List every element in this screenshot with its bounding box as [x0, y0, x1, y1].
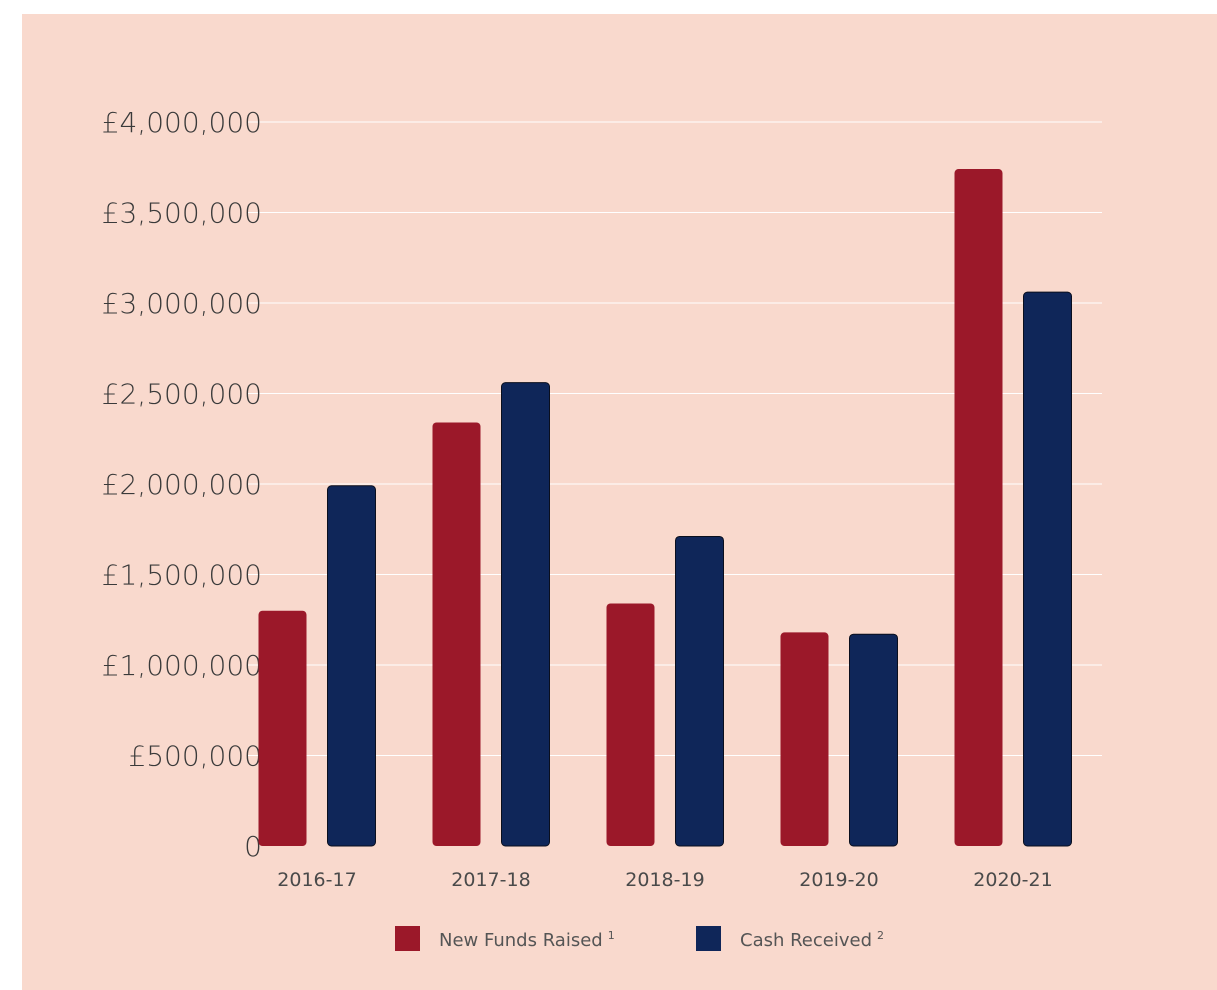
y-axis-tick-labels: 0 £500,000 £1,000,000 £1,500,000 £2,000,000 £…: [102, 106, 262, 863]
x-tick-label: 2016-17: [277, 869, 356, 891]
y-tick-label: £500,000: [128, 740, 262, 773]
bars: [258, 169, 1072, 847]
y-tick-label: £3,000,000: [102, 287, 262, 320]
y-tick-label: £4,000,000: [102, 106, 262, 139]
legend-swatch: [696, 926, 721, 951]
bar-new-funds-raised: [954, 169, 1003, 846]
y-tick-label: £2,000,000: [102, 468, 262, 501]
bar-cash-received: [849, 633, 898, 847]
bar-cash-received: [675, 535, 724, 847]
legend-swatch: [395, 926, 420, 951]
y-tick-label: 0: [244, 830, 262, 863]
y-tick-label: £3,500,000: [102, 197, 262, 230]
bar-chart: 0 £500,000 £1,000,000 £1,500,000 £2,000,000 £…: [22, 14, 1217, 990]
x-tick-label: 2019-20: [799, 869, 878, 891]
x-axis-tick-labels: 2016-17 2017-18 2018-19 2019-20 2020-21: [277, 869, 1052, 891]
bar-new-funds-raised: [606, 603, 655, 846]
legend: New Funds Raised 1 Cash Received 2: [395, 926, 884, 951]
bar-cash-received: [1023, 291, 1072, 847]
bar-new-funds-raised: [258, 610, 307, 846]
x-tick-label: 2020-21: [973, 869, 1052, 891]
x-tick-label: 2018-19: [625, 869, 704, 891]
y-tick-label: £1,000,000: [102, 649, 262, 682]
bar-cash-received: [501, 382, 550, 847]
chart-panel: 0 £500,000 £1,000,000 £1,500,000 £2,000,000 £…: [22, 14, 1217, 990]
y-tick-label: £2,500,000: [102, 378, 262, 411]
legend-label: Cash Received 2: [740, 929, 884, 951]
bar-new-funds-raised: [432, 422, 481, 846]
bar-cash-received: [327, 485, 376, 847]
legend-label: New Funds Raised 1: [439, 929, 615, 951]
x-tick-label: 2017-18: [451, 869, 530, 891]
bar-new-funds-raised: [780, 632, 829, 846]
y-tick-label: £1,500,000: [102, 559, 262, 592]
